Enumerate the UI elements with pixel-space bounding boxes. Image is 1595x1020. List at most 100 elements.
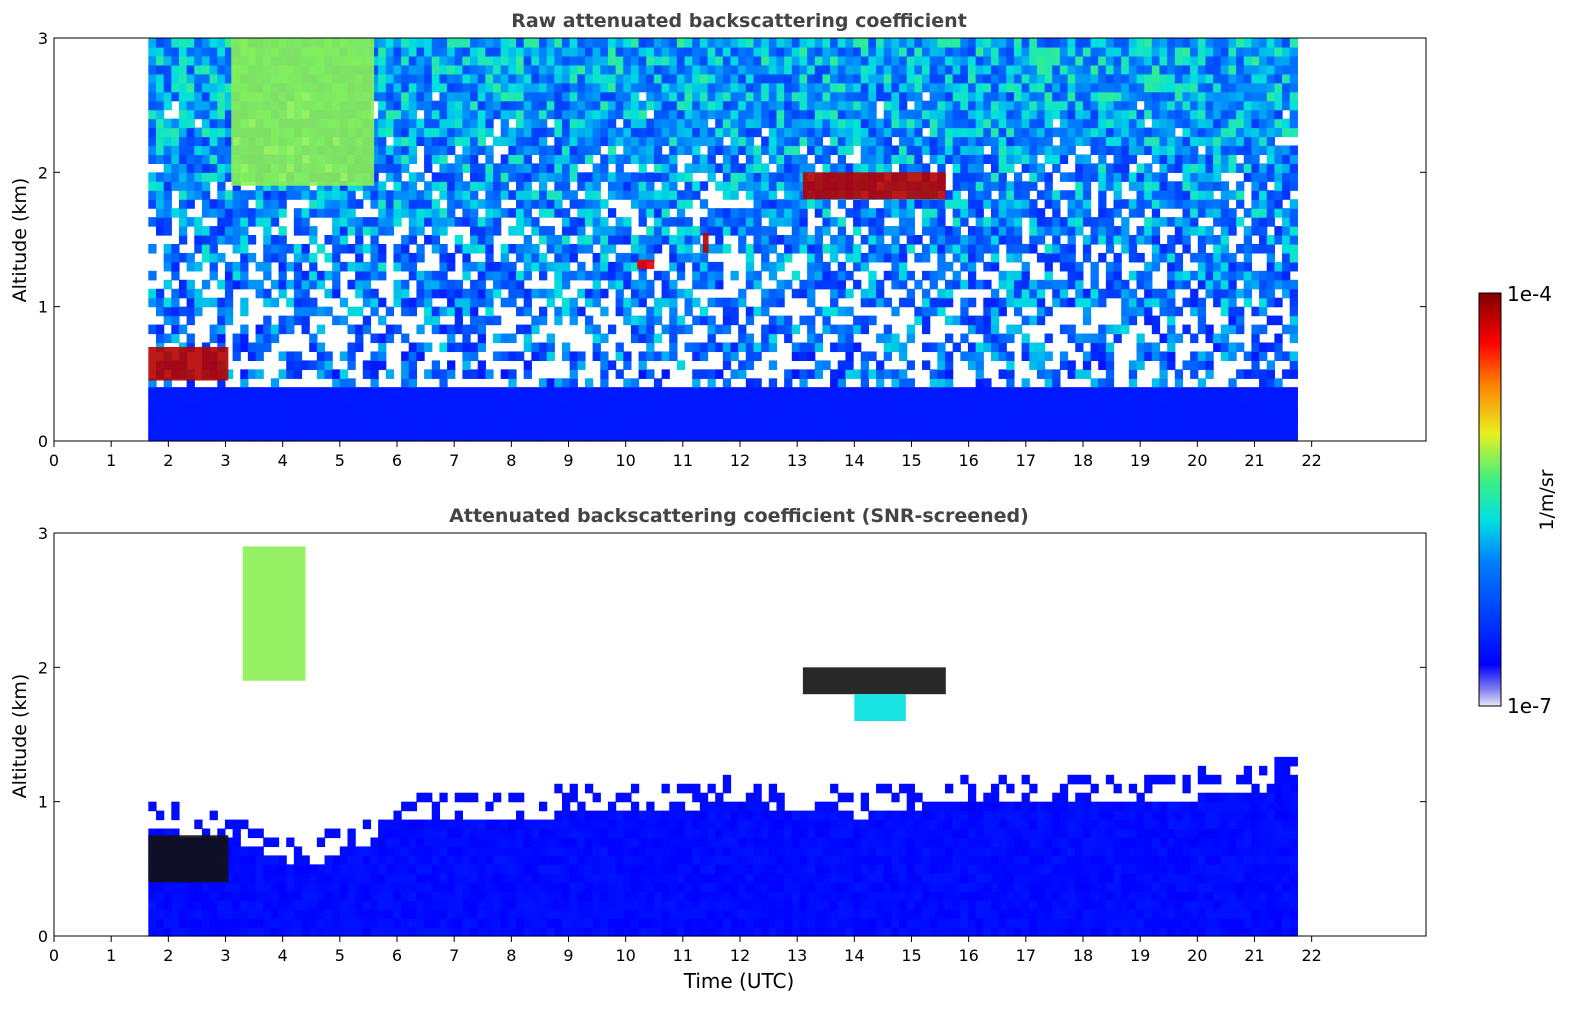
heatmap-cell bbox=[171, 315, 180, 326]
heatmap-cell bbox=[761, 288, 770, 299]
heatmap-cell bbox=[722, 82, 732, 93]
heatmap-cell bbox=[493, 315, 502, 326]
heatmap-cell bbox=[301, 190, 310, 200]
heatmap-cell bbox=[370, 297, 379, 308]
heatmap-cell bbox=[286, 369, 295, 379]
heatmap-cell bbox=[1067, 172, 1076, 182]
heatmap-cell bbox=[148, 64, 157, 75]
heatmap-cell bbox=[163, 73, 172, 84]
heatmap-cell bbox=[707, 217, 716, 227]
heatmap-cell bbox=[1167, 127, 1176, 138]
heatmap-cell bbox=[1036, 315, 1046, 326]
heatmap-cell bbox=[730, 369, 739, 379]
heatmap-cell bbox=[630, 55, 640, 66]
heatmap-cell bbox=[286, 315, 295, 326]
heatmap-cell bbox=[699, 270, 709, 281]
heatmap-cell bbox=[960, 208, 969, 218]
heatmap-cell bbox=[600, 172, 609, 182]
heatmap-cell bbox=[768, 118, 778, 129]
heatmap-cell bbox=[945, 100, 954, 111]
heatmap-cell bbox=[630, 279, 640, 290]
heatmap-cell bbox=[355, 235, 364, 245]
heatmap-cell bbox=[615, 64, 624, 75]
heatmap-cell bbox=[1144, 181, 1153, 191]
heatmap-cell bbox=[791, 55, 801, 66]
heatmap-cell bbox=[768, 360, 778, 370]
heatmap-cell bbox=[722, 243, 732, 254]
heatmap-cell bbox=[408, 38, 418, 48]
heatmap-cell bbox=[1082, 127, 1092, 138]
heatmap-cell bbox=[416, 342, 425, 353]
heatmap-cell bbox=[1159, 127, 1168, 138]
heatmap-cell bbox=[1052, 279, 1061, 290]
heatmap-cell bbox=[431, 369, 441, 379]
heatmap-cell bbox=[1036, 73, 1046, 84]
heatmap-cell bbox=[186, 55, 195, 66]
heatmap-cell bbox=[316, 181, 326, 191]
heatmap-cell bbox=[1190, 351, 1199, 361]
heatmap-cell bbox=[470, 217, 479, 227]
heatmap-cell bbox=[998, 109, 1007, 120]
heatmap-cell bbox=[692, 73, 701, 84]
heatmap-cell bbox=[960, 172, 969, 182]
heatmap-cell bbox=[224, 208, 234, 218]
heatmap-cell bbox=[1052, 163, 1061, 173]
heatmap-cell bbox=[945, 136, 954, 147]
heatmap-cell bbox=[1075, 199, 1084, 209]
heatmap-cell bbox=[592, 279, 601, 290]
heatmap-cell bbox=[378, 73, 387, 84]
heatmap-cell bbox=[653, 315, 663, 326]
heatmap-cell bbox=[577, 360, 586, 370]
heatmap-cell bbox=[745, 82, 755, 93]
heatmap-cell bbox=[661, 154, 670, 164]
heatmap-cell bbox=[523, 324, 532, 335]
heatmap-cell bbox=[393, 208, 402, 218]
heatmap-cell bbox=[906, 118, 915, 129]
heatmap-cell bbox=[316, 270, 326, 281]
heatmap-cell bbox=[730, 351, 739, 361]
heatmap-cell bbox=[470, 208, 479, 218]
heatmap-cell bbox=[1006, 136, 1015, 147]
heatmap-cell bbox=[1197, 100, 1207, 111]
heatmap-cell bbox=[500, 64, 509, 75]
heatmap-cell bbox=[424, 297, 433, 308]
heatmap-cell bbox=[1075, 136, 1084, 147]
heatmap-cell bbox=[868, 252, 877, 263]
heatmap-cell bbox=[692, 136, 701, 147]
heatmap-cell bbox=[929, 145, 938, 156]
heatmap-cell bbox=[1159, 163, 1168, 173]
heatmap-cell bbox=[508, 127, 517, 138]
heatmap-cell bbox=[1082, 118, 1092, 129]
heatmap-cell bbox=[1082, 181, 1092, 191]
heatmap-cell bbox=[1105, 145, 1115, 156]
heatmap-cell bbox=[163, 243, 172, 254]
heatmap-cell bbox=[500, 118, 509, 129]
heatmap-cell bbox=[692, 235, 701, 245]
heatmap-cell bbox=[791, 181, 801, 191]
heatmap-cell bbox=[891, 118, 900, 129]
heatmap-cell bbox=[1021, 64, 1030, 75]
heatmap-cell bbox=[577, 208, 586, 218]
heatmap-cell bbox=[309, 306, 318, 317]
heatmap-cell bbox=[378, 64, 387, 75]
heatmap-cell bbox=[539, 270, 548, 281]
heatmap-cell bbox=[1036, 55, 1046, 66]
heatmap-cell bbox=[990, 243, 1000, 254]
heatmap-cell bbox=[768, 324, 778, 335]
heatmap-cell bbox=[370, 172, 379, 182]
heatmap-cell bbox=[240, 243, 249, 254]
heatmap-cell bbox=[623, 378, 632, 388]
heatmap-cell bbox=[906, 127, 915, 138]
heatmap-cell bbox=[1029, 73, 1038, 84]
heatmap-cell bbox=[278, 315, 287, 326]
heatmap-cell bbox=[1151, 226, 1161, 236]
heatmap-cell bbox=[967, 226, 977, 236]
heatmap-cell bbox=[1167, 181, 1176, 191]
heatmap-cell bbox=[967, 145, 977, 156]
heatmap-cell bbox=[1082, 208, 1092, 218]
heatmap-cell bbox=[1098, 360, 1107, 370]
heatmap-cell bbox=[638, 369, 647, 379]
heatmap-cell bbox=[523, 118, 532, 129]
heatmap-cell bbox=[906, 73, 915, 84]
heatmap-cell bbox=[1190, 136, 1199, 147]
